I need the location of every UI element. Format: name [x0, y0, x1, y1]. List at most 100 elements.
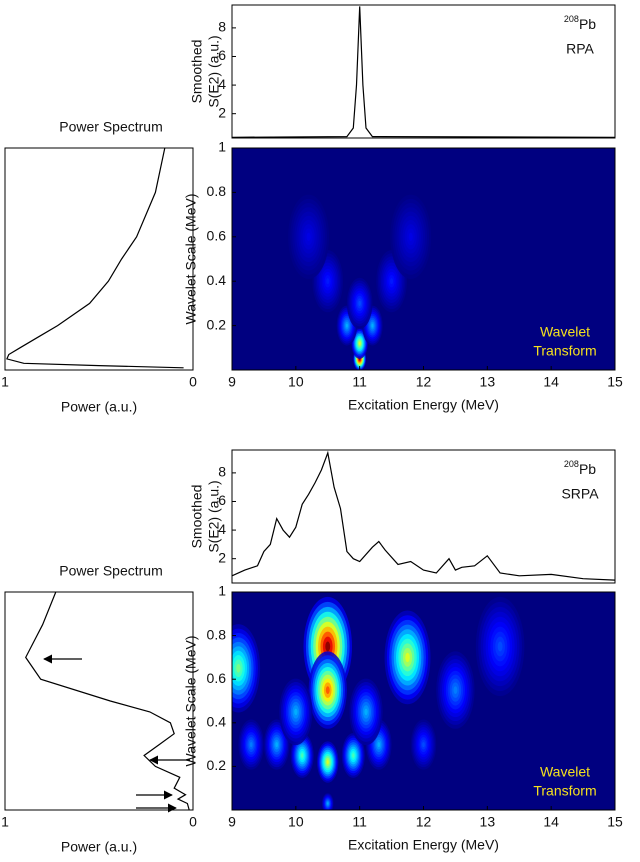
y-axis-label: Wavelet Scale (MeV) [183, 636, 199, 767]
heat-blob [384, 610, 431, 705]
plot-frame [4, 147, 194, 371]
heat-ring [408, 232, 413, 242]
y-tick-label: 8 [218, 464, 226, 480]
heat-blob [232, 624, 261, 713]
heat-blob [288, 194, 330, 279]
annotation: Transform [533, 783, 596, 799]
heat-ring [326, 278, 330, 285]
y-tick-label: 4 [218, 76, 226, 92]
chart-title: Power Spectrum [59, 119, 162, 135]
heat-blob [390, 194, 432, 279]
y-axis-label: S(E2) (a.u.) [206, 35, 222, 107]
heat-blob [263, 719, 290, 770]
annotation: 208Pb [564, 14, 596, 31]
annotation: SRPA [561, 486, 599, 502]
y-tick-label: 0.4 [207, 714, 227, 730]
heat-ring [405, 652, 410, 663]
x-tick-label: 11 [352, 374, 367, 390]
x-tick-label: 12 [416, 814, 432, 830]
heat-blob [238, 719, 264, 770]
heat-blob [341, 733, 365, 778]
x-tick-label: 10 [288, 374, 304, 390]
y-tick-label: 4 [218, 521, 226, 537]
heat-blob [475, 596, 525, 697]
annotation: Transform [533, 343, 596, 359]
x-tick-label: 13 [480, 374, 496, 390]
x-tick-label: 11 [352, 814, 367, 830]
y-tick-label: 2 [218, 549, 226, 565]
plot-frame [231, 147, 616, 371]
heat-ring [377, 742, 381, 748]
arrows [43, 654, 190, 813]
x-tick-label: 0 [189, 814, 197, 830]
heat-ring [352, 753, 355, 758]
x-axis-label: Excitation Energy (MeV) [348, 397, 499, 413]
heat-ring [358, 300, 361, 306]
heat-ring [364, 708, 368, 716]
plot-frame [231, 449, 616, 584]
heat-blob [351, 327, 368, 359]
y-tick-label: 2 [218, 104, 226, 120]
heat-ring [327, 802, 329, 805]
heat-ring [390, 278, 394, 285]
x-tick-label: 15 [607, 374, 623, 390]
x-axis-label: Power (a.u.) [61, 399, 137, 415]
heat-blob [436, 651, 475, 729]
x-tick-label: 12 [416, 374, 432, 390]
heat-ring [326, 759, 329, 765]
y-tick-label: 0.4 [207, 272, 227, 288]
heat-blob [349, 678, 383, 746]
heat-ring [294, 708, 298, 716]
x-tick-label: 10 [288, 814, 304, 830]
x-axis-label: Excitation Energy (MeV) [348, 837, 499, 853]
heat-ring [497, 641, 503, 652]
x-tick-label: 1 [1, 374, 9, 390]
heat-blob [321, 793, 334, 810]
heat-ring [453, 686, 458, 694]
y-tick-label: 6 [218, 47, 226, 63]
heat-ring [345, 323, 348, 328]
heat-ring [325, 641, 331, 652]
x-tick-label: 9 [228, 814, 236, 830]
x-tick-label: 9 [228, 374, 236, 390]
power-line [25, 591, 190, 811]
heat-blob [308, 651, 347, 729]
plot-frame [4, 591, 194, 811]
y-tick-label: 6 [218, 492, 226, 508]
y-axis-label: S(E2) (a.u.) [206, 480, 222, 552]
heat-blob [317, 741, 339, 783]
y-axis-label: Smoothed [189, 485, 205, 549]
heat-ring [236, 663, 241, 673]
heat-ring [301, 753, 304, 758]
annotation-main: Pb [579, 16, 596, 32]
heat-blob [279, 678, 313, 746]
y-tick-label: 1 [218, 583, 226, 599]
y-tick-label: 0.6 [207, 670, 227, 686]
heat-ring [306, 232, 311, 242]
x-axis-label: Power (a.u.) [61, 839, 137, 855]
heat-blob [410, 719, 437, 770]
plot-frame [231, 591, 616, 811]
spectrum-line [231, 450, 616, 581]
heat-ring [249, 742, 253, 748]
x-tick-label: 13 [480, 814, 496, 830]
x-tick-label: 15 [607, 814, 623, 830]
y-axis-label: Wavelet Scale (MeV) [183, 194, 199, 325]
y-tick-label: 0.6 [207, 228, 227, 244]
annotation-sup: 208 [564, 14, 579, 24]
chart-title: Power Spectrum [59, 563, 162, 579]
x-tick-label: 14 [543, 814, 559, 830]
spectrum-line [231, 6, 616, 138]
heat-ring [358, 341, 361, 345]
annotation: RPA [566, 41, 594, 57]
annotation: 208Pb [564, 459, 596, 476]
y-tick-label: 0.8 [207, 626, 227, 642]
power-line [6, 147, 184, 369]
heat-blob [346, 277, 373, 329]
x-tick-label: 0 [189, 374, 197, 390]
x-tick-label: 14 [543, 374, 559, 390]
annotation: Wavelet [540, 324, 590, 340]
y-tick-label: 8 [218, 19, 226, 35]
y-axis-label: Smoothed [189, 40, 205, 104]
